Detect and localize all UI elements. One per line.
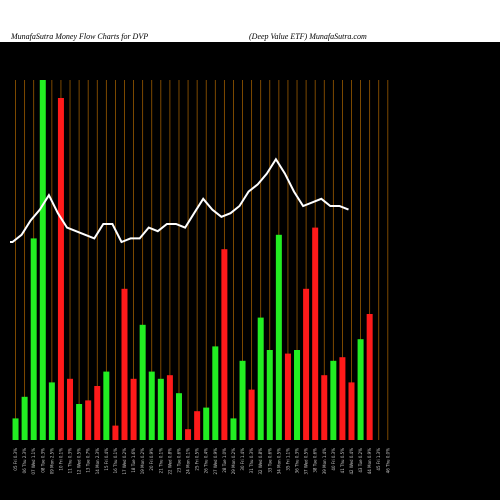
money-flow-bar — [67, 378, 74, 440]
money-flow-bar — [103, 371, 110, 440]
x-tick-label: 44 Mon 0.9% — [367, 448, 372, 474]
chart-title: MunafaSutra Money Flow Charts for DVP — [11, 32, 149, 41]
x-tick-label: 21 Thu 0.1% — [158, 448, 163, 474]
money-flow-bar — [239, 360, 246, 440]
money-flow-bar — [284, 353, 291, 440]
x-tick-label: 13 Tue 0.7% — [86, 448, 91, 473]
x-tick-label: 18 Tue 1.6% — [131, 448, 136, 473]
x-tick-label: 11 Thu 0.3% — [68, 448, 73, 474]
x-tick-label: 14 Mon 2.3% — [95, 448, 100, 474]
money-flow-bar — [85, 400, 92, 440]
money-flow-bar — [230, 418, 237, 440]
x-axis-labels: 05 Fri 0.3% 06 Thu 2.3% 07 Wed 1.1% 08 Tue … — [13, 448, 390, 475]
x-tick-label: 40 Fri 0.3% — [331, 448, 336, 471]
x-tick-label: 12 Wed 0.5% — [77, 448, 82, 475]
x-tick-label: 39 Mon 1.4% — [322, 448, 327, 474]
x-tick-label: 22 Wed 0.8% — [167, 448, 172, 475]
money-flow-bar — [339, 357, 346, 440]
money-flow-bar — [57, 98, 64, 440]
money-flow-bar — [357, 339, 364, 440]
x-tick-label: 10 Fri 0.1% — [58, 448, 63, 471]
x-tick-label: 46 Thu 0.0% — [385, 448, 390, 474]
x-tick-label: 33 Tue 0.6% — [267, 448, 272, 473]
money-flow-bar — [248, 389, 255, 440]
money-flow-bar — [221, 249, 228, 440]
x-tick-label: 24 Mon 0.1% — [186, 448, 191, 474]
x-tick-label: 29 Mon 0.2% — [231, 448, 236, 474]
money-flow-bar — [121, 288, 128, 440]
x-tick-label: 26 Thu 0.4% — [204, 448, 209, 474]
x-tick-label: 06 Thu 2.3% — [22, 448, 27, 474]
money-flow-bars — [12, 80, 373, 440]
money-flow-bar — [130, 378, 137, 440]
price-line — [10, 157, 349, 244]
x-tick-label: 08 Tue 0.3% — [40, 448, 45, 473]
money-flow-bar — [39, 80, 46, 440]
money-flow-bar — [212, 346, 219, 440]
x-tick-label: 35 Fri 1.1% — [285, 448, 290, 471]
chart-header: MunafaSutra Money Flow Charts for DVP (D… — [0, 0, 500, 42]
money-flow-bar — [12, 418, 19, 440]
money-flow-bar — [166, 375, 173, 440]
money-flow-bar — [266, 350, 273, 440]
money-flow-bar — [157, 378, 164, 440]
x-tick-label: 28 Tue 1.0% — [222, 448, 227, 473]
x-tick-label: 38 Tue 0.6% — [313, 448, 318, 473]
money-flow-bar — [21, 396, 28, 440]
money-flow-bar — [303, 288, 310, 440]
money-flow-bar — [203, 407, 210, 440]
money-flow-bar — [366, 314, 373, 440]
x-tick-label: 43 Tue 0.2% — [358, 448, 363, 473]
money-flow-bar — [275, 234, 282, 440]
money-flow-bar — [94, 386, 101, 440]
money-flow-bar — [112, 425, 119, 440]
x-tick-label: 42 Wed 0.4% — [349, 448, 354, 475]
money-flow-bar — [30, 238, 37, 440]
x-tick-label: 07 Wed 1.1% — [31, 448, 36, 475]
x-tick-label: 05 Fri 0.3% — [13, 448, 18, 471]
money-flow-bar — [321, 375, 328, 440]
x-tick-label: 34 Mon 0.5% — [276, 448, 281, 474]
vertical-gridlines — [15, 80, 389, 440]
x-tick-label: 36 Thu 0.3% — [295, 448, 300, 474]
money-flow-bar — [194, 411, 201, 440]
money-flow-bar — [76, 404, 83, 440]
x-tick-label: 30 Fri 1.4% — [240, 448, 245, 471]
x-tick-label: 23 Tue 0.6% — [176, 448, 181, 473]
money-flow-bar — [312, 227, 319, 440]
money-flow-bar — [348, 382, 355, 440]
x-tick-label: 45 Fri 1.3% — [376, 448, 381, 471]
money-flow-bar — [175, 393, 182, 440]
x-tick-label: 37 Wed 0.5% — [304, 448, 309, 475]
x-tick-label: 25 Fri 0.5% — [195, 448, 200, 471]
x-tick-label: 32 Wed 0.8% — [258, 448, 263, 475]
money-flow-bar — [330, 360, 337, 440]
money-flow-bar — [48, 382, 55, 440]
x-tick-label: 15 Fri 0.4% — [104, 448, 109, 471]
x-tick-label: 16 Thu 0.1% — [113, 448, 118, 474]
x-tick-label: 19 Mon 0.2% — [140, 448, 145, 474]
chart-subtitle: (Deep Value ETF) MunafaSutra.com — [249, 32, 367, 41]
x-tick-label: 31 Thu 0.3% — [249, 448, 254, 474]
x-tick-label: 41 Thu 0.5% — [340, 448, 345, 474]
x-tick-label: 27 Wed 0.9% — [213, 448, 218, 475]
x-tick-label: 20 Fri 0.9% — [149, 448, 154, 471]
money-flow-bar — [257, 317, 264, 440]
x-tick-label: 17 Wed 0.2% — [122, 448, 127, 475]
money-flow-bar — [148, 371, 155, 440]
money-flow-bar — [294, 350, 301, 440]
x-tick-label: 09 Mon 2.5% — [49, 448, 54, 474]
money-flow-bar — [185, 429, 192, 440]
money-flow-bar — [139, 324, 146, 440]
